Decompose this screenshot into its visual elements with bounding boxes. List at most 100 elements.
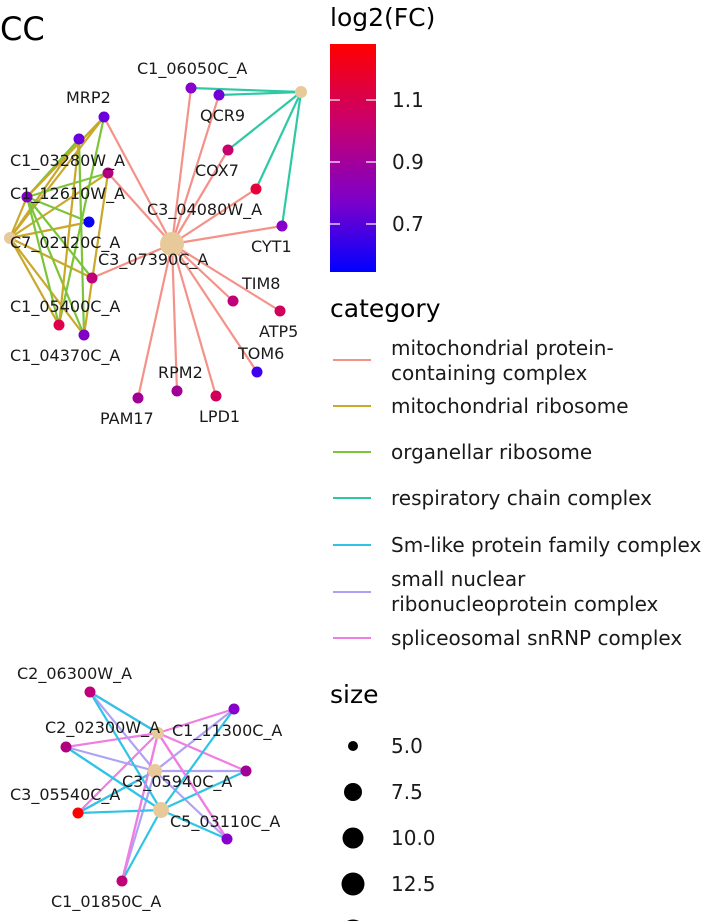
network-edge bbox=[107, 172, 173, 245]
category-hub-node bbox=[4, 232, 16, 244]
category-legend-title: category bbox=[330, 294, 441, 323]
network-edge bbox=[160, 708, 235, 811]
network-edges bbox=[8, 86, 303, 882]
network-edge bbox=[9, 116, 105, 239]
gene-label: C3_07390C_A bbox=[98, 250, 208, 270]
network-edge bbox=[160, 808, 228, 841]
network-edge bbox=[154, 708, 235, 772]
gene-label: C2_02300W_A bbox=[45, 718, 160, 738]
size-label: 5.0 bbox=[391, 734, 423, 758]
network-edge bbox=[227, 91, 302, 151]
gene-node bbox=[132, 392, 144, 404]
colorbar-gradient bbox=[330, 44, 376, 272]
gene-node bbox=[222, 144, 234, 156]
gene-label: ATP5 bbox=[259, 322, 298, 341]
gene-node bbox=[73, 133, 85, 145]
network-edge bbox=[8, 196, 29, 239]
network-edge bbox=[280, 91, 303, 227]
gene-node bbox=[210, 390, 222, 402]
legend-label-mito-ribosome: mitochondrial ribosome bbox=[391, 394, 629, 418]
network-edge bbox=[77, 808, 162, 815]
network-edge bbox=[171, 243, 234, 302]
network-edge bbox=[157, 707, 235, 735]
size-label: 7.5 bbox=[391, 780, 423, 804]
gene-label: C1_05400C_A bbox=[10, 297, 120, 317]
gene-label: TOM6 bbox=[237, 344, 284, 363]
network-edge bbox=[170, 243, 179, 392]
gene-node bbox=[250, 183, 262, 195]
network-edge bbox=[65, 745, 156, 773]
gene-label: PAM17 bbox=[100, 409, 154, 428]
legend-label-sm-like: Sm-like protein family complex bbox=[391, 533, 701, 557]
network-edge bbox=[171, 149, 229, 245]
network-edge bbox=[170, 87, 193, 245]
gene-label: C1_11300C_A bbox=[172, 721, 282, 741]
network-edge bbox=[26, 116, 105, 198]
network-edge bbox=[25, 196, 86, 336]
gene-label: RPM2 bbox=[158, 363, 203, 382]
gene-label: LPD1 bbox=[199, 407, 240, 426]
network-edge bbox=[9, 237, 93, 279]
network-edge bbox=[25, 196, 61, 326]
gene-label: COX7 bbox=[195, 161, 239, 180]
gene-label: C3_05940C_A bbox=[122, 772, 232, 792]
colorbar-tick-label: 0.9 bbox=[392, 150, 424, 174]
gene-label: C1_04370C_A bbox=[10, 346, 120, 366]
gene-node bbox=[227, 295, 239, 307]
category-legend: category mitochondrial protein- containi… bbox=[330, 294, 701, 650]
size-label: 10.0 bbox=[391, 826, 436, 850]
gene-node bbox=[84, 686, 96, 698]
colorbar-title: log2(FC) bbox=[330, 3, 435, 32]
network-edge bbox=[157, 732, 228, 840]
gene-node bbox=[86, 272, 98, 284]
gene-label: C3_04080W_A bbox=[147, 200, 262, 220]
gene-node bbox=[228, 703, 240, 715]
gene-label: C2_06300W_A bbox=[17, 664, 132, 684]
panel-title: CC bbox=[0, 10, 45, 48]
network-edge bbox=[26, 196, 93, 279]
gene-node bbox=[102, 167, 114, 179]
network-edge bbox=[103, 116, 173, 245]
network-edge bbox=[170, 94, 221, 245]
network-edge bbox=[9, 172, 109, 239]
network-edge bbox=[57, 138, 81, 326]
gene-label: C7_02120C_A bbox=[10, 233, 120, 253]
gene-node bbox=[72, 807, 84, 819]
legend-label-spliceosomal: spliceosomal snRNP complex bbox=[391, 626, 682, 650]
network-edge bbox=[255, 91, 302, 190]
gene-node bbox=[171, 385, 183, 397]
gene-node bbox=[213, 89, 225, 101]
network-edge bbox=[9, 237, 85, 336]
gene-node bbox=[78, 329, 90, 341]
gene-node bbox=[60, 741, 72, 753]
network-edge bbox=[77, 732, 159, 814]
gene-label: C3_05540C_A bbox=[10, 785, 120, 805]
colorbar-tick-label: 1.1 bbox=[392, 88, 424, 112]
legend-label-mito-protein: mitochondrial protein- containing comple… bbox=[391, 336, 620, 385]
gene-label: C1_06050C_A bbox=[137, 59, 247, 79]
gene-node bbox=[185, 82, 197, 94]
network-edge bbox=[170, 243, 218, 397]
category-hub-node bbox=[152, 727, 164, 739]
legend-label-organellar-ribosome: organellar ribosome bbox=[391, 440, 592, 464]
network-edge bbox=[136, 243, 174, 399]
network-edge bbox=[154, 770, 228, 840]
gene-label: CYT1 bbox=[251, 237, 292, 256]
network-edge bbox=[9, 220, 90, 240]
size-legend-title: size bbox=[330, 680, 378, 709]
network-nodes bbox=[4, 82, 307, 887]
gene-label: MRP2 bbox=[66, 88, 111, 107]
network-labels: C1_06050C_A QCR9 MRP2 COX7 C1_03280W_A C1_126… bbox=[10, 59, 298, 912]
gene-label: C1_01850C_A bbox=[51, 892, 161, 912]
network-edge bbox=[171, 224, 283, 246]
gene-label: C1_03280W_A bbox=[10, 151, 125, 171]
network-edge bbox=[171, 188, 257, 245]
gene-node bbox=[53, 319, 65, 331]
network-edge bbox=[65, 731, 159, 749]
gene-label: QCR9 bbox=[200, 106, 245, 125]
network-edge bbox=[171, 243, 258, 373]
category-hub-node bbox=[153, 802, 169, 818]
network-edge bbox=[65, 746, 162, 811]
size-key-7-5 bbox=[344, 783, 362, 801]
